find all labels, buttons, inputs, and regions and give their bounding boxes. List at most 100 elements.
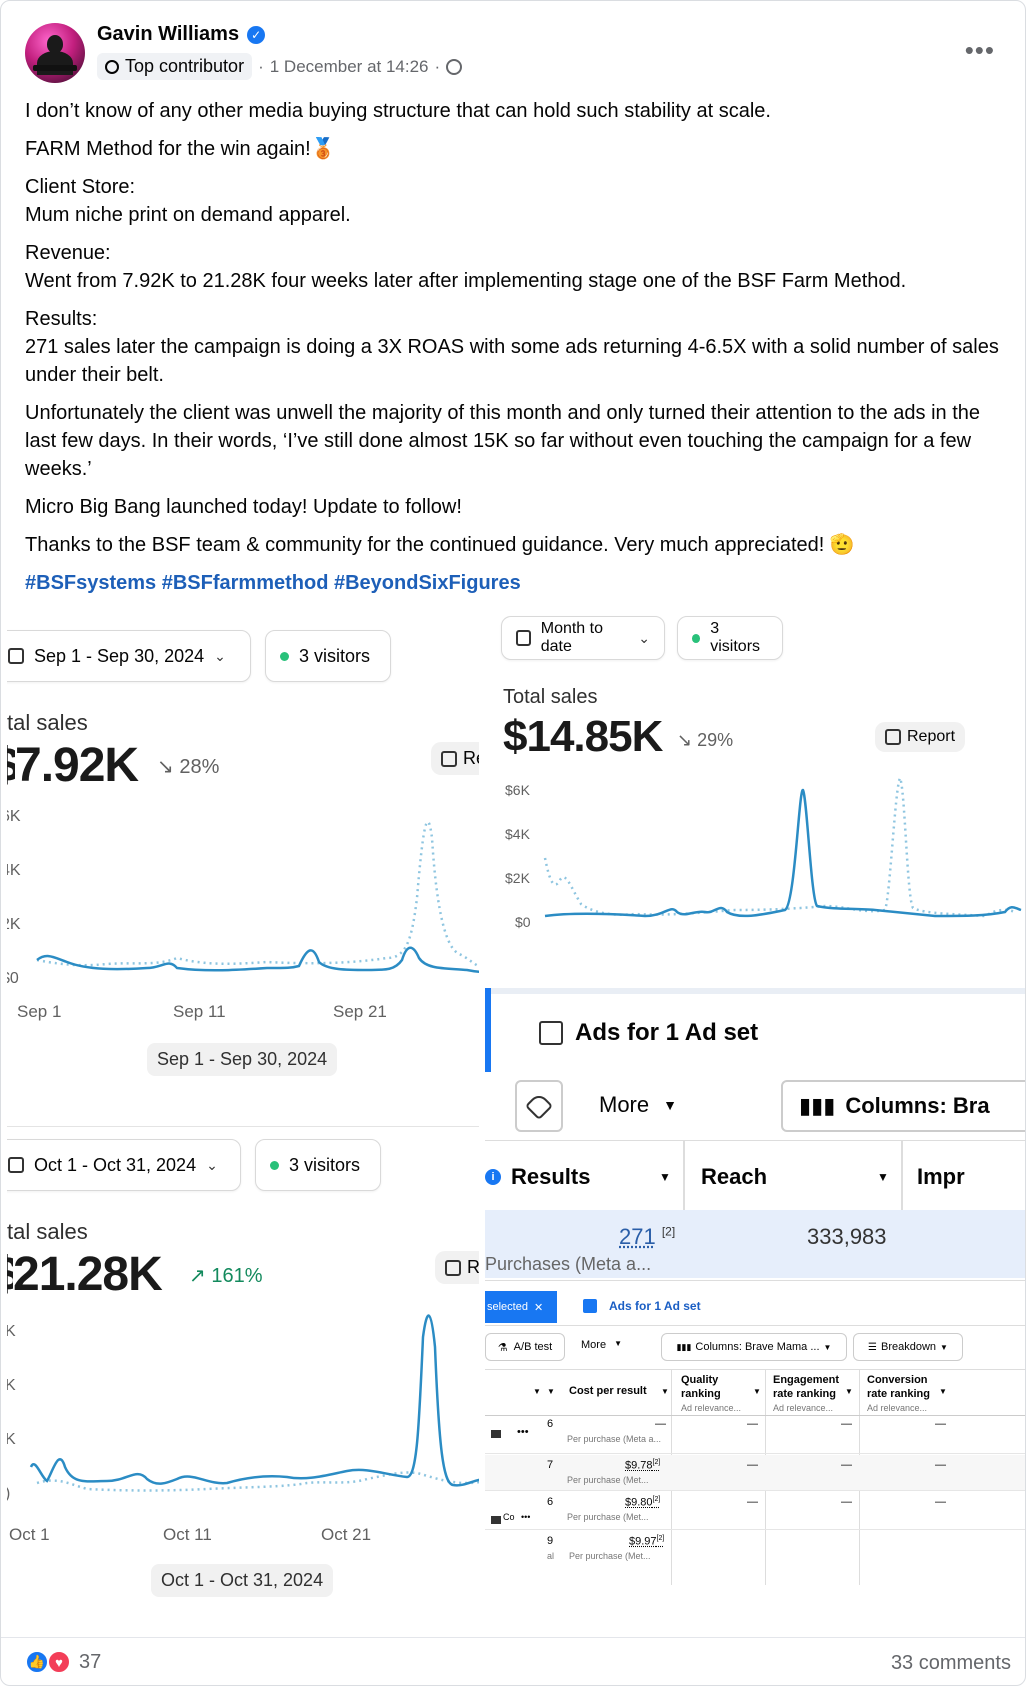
report-button[interactable]: Report <box>875 722 966 752</box>
audience-icon[interactable] <box>446 58 463 75</box>
tab-ads[interactable]: Ads for 1 Ad set <box>521 1000 777 1070</box>
cost-value: $9.80 <box>625 1496 653 1509</box>
ad-name[interactable]: Co <box>503 1512 515 1522</box>
total-sales-label: tal sales <box>7 710 88 735</box>
visitors-label: 3 visitors <box>710 620 761 655</box>
more-label: More <box>599 1092 650 1117</box>
column-header-engagement[interactable]: Engagement rate ranking Ad relevance... <box>773 1373 853 1415</box>
table-row[interactable]: 9 al $9.97[2] Per purchase (Met... <box>485 1531 1025 1571</box>
more-button[interactable]: More ▼ <box>599 1092 677 1118</box>
y-tick: $6K <box>505 782 530 798</box>
close-icon[interactable]: ✕ <box>533 1301 544 1314</box>
post-line: Thanks to the BSF team & community for t… <box>25 534 855 556</box>
column-header-quality[interactable]: Quality ranking Ad relevance... <box>681 1373 751 1415</box>
report-button[interactable]: Repo <box>431 742 479 775</box>
table-row[interactable]: Co ••• 6 $9.80[2] Per purchase (Met... —… <box>485 1492 1025 1530</box>
y-tick: 2K <box>7 916 21 933</box>
columns-icon: ▮▮▮ <box>676 1341 692 1352</box>
columns-button[interactable]: ▮▮▮ Columns: Bra <box>781 1080 1025 1132</box>
y-tick: $0 <box>515 914 531 930</box>
column-header-conversion[interactable]: Conversion rate ranking Ad relevance... <box>867 1373 947 1415</box>
table-row[interactable]: 7 $9.78[2] Per purchase (Met... — — — <box>485 1455 1025 1491</box>
visitors-label: 3 visitors <box>289 1154 361 1175</box>
separator: · <box>258 56 264 76</box>
ab-test-button[interactable]: ⚗ A/B test <box>485 1333 565 1361</box>
image-collage[interactable]: Sep 1 - Sep 30, 2024 ⌄ 3 visitors tal sa… <box>7 598 1025 1638</box>
row-menu-icon[interactable]: ••• <box>517 1426 529 1438</box>
separator: · <box>434 56 441 76</box>
y-tick: $0 <box>7 970 19 987</box>
columns-button[interactable]: ▮▮▮ Columns: Brave Mama ... ▼ <box>661 1333 847 1361</box>
table-row[interactable]: ••• 6 — Per purchase (Meta a... — — — <box>485 1416 1025 1454</box>
date-range-chip: Oct 1 - Oct 31, 2024 <box>151 1564 334 1597</box>
post-line: Results: <box>25 308 98 330</box>
sort-caret-icon[interactable]: ▼ <box>845 1387 853 1396</box>
quality-value: — <box>747 1418 758 1430</box>
footnote: [2] <box>652 1459 661 1466</box>
sort-caret-icon[interactable]: ▼ <box>877 1170 889 1184</box>
more-button[interactable]: More ▼ <box>581 1339 622 1351</box>
engagement-value: — <box>841 1496 852 1508</box>
cost-value: $9.97 <box>629 1535 657 1548</box>
post-paragraph: Revenue: Went from 7.92K to 21.28K four … <box>25 239 1015 295</box>
footnote: [2] <box>656 1535 665 1542</box>
row-results: 9 <box>547 1535 554 1547</box>
selected-label: selected <box>487 1301 528 1313</box>
trend-up-icon: ↗ <box>189 1265 206 1287</box>
post-line: Went from 7.92K to 21.28K four weeks lat… <box>25 270 907 292</box>
sort-caret-icon[interactable]: ▼ <box>661 1387 669 1396</box>
report-icon <box>445 1259 461 1276</box>
total-sales-value: $7.92K <box>7 738 139 793</box>
engagement-value: — <box>841 1418 852 1430</box>
breakdown-button[interactable]: ☰ Breakdown ▼ <box>853 1333 963 1361</box>
row-menu-icon[interactable]: ••• <box>521 1512 531 1522</box>
sort-caret-icon[interactable]: ▼ <box>547 1387 555 1396</box>
breakdown-label: Breakdown <box>881 1341 937 1353</box>
column-header-impressions[interactable]: Impr <box>917 1164 965 1189</box>
quality-value: — <box>747 1496 758 1508</box>
tag-button[interactable] <box>515 1080 563 1132</box>
ad-thumbnail-icon <box>491 1516 501 1524</box>
column-header-results[interactable]: i Results <box>485 1164 590 1190</box>
column-sublabel: Ad relevance... <box>681 1403 742 1413</box>
column-header-reach[interactable]: Reach <box>701 1164 768 1189</box>
author-name[interactable]: Gavin Williams <box>97 23 240 45</box>
reactions-summary[interactable]: 👍 ♥ 37 <box>25 1650 101 1674</box>
ads-table-icon <box>539 1021 563 1045</box>
visitors-pill[interactable]: 3 visitors <box>255 1139 381 1191</box>
y-tick: K <box>7 1323 16 1341</box>
info-icon: i <box>485 1169 501 1185</box>
visitors-pill[interactable]: 3 visitors <box>677 616 783 660</box>
column-header-cost[interactable]: Cost per result <box>569 1385 647 1397</box>
top-contributor-badge[interactable]: Top contributor <box>97 53 253 80</box>
y-tick: K <box>7 1431 16 1449</box>
hashtags[interactable]: #BSFsystems #BSFfarmmethod #BeyondSixFig… <box>25 572 521 594</box>
sales-panel-oct: Oct 1 - Oct 31, 2024 ⌄ 3 visitors tal sa… <box>7 1126 479 1638</box>
footnote: [2] <box>652 1496 661 1503</box>
sort-caret-icon[interactable]: ▼ <box>939 1387 947 1396</box>
date-range-picker[interactable]: Month to date ⌄ <box>501 616 665 660</box>
sort-caret-icon[interactable]: ▼ <box>533 1387 541 1396</box>
post-timestamp[interactable]: 1 December at 14:26 <box>269 56 429 76</box>
footnote: [2] <box>661 1224 676 1239</box>
comments-count[interactable]: 33 comments <box>890 1652 1011 1674</box>
tab-ads[interactable]: Ads for 1 Ad set <box>571 1287 713 1325</box>
trend-down-icon: ↘ <box>677 730 693 750</box>
date-range-picker[interactable]: Oct 1 - Oct 31, 2024 ⌄ <box>7 1139 241 1191</box>
tab-label: Ads for 1 Ad set <box>575 1019 759 1046</box>
more-options-icon[interactable]: ••• <box>964 35 995 65</box>
date-range-picker[interactable]: Sep 1 - Sep 30, 2024 ⌄ <box>7 630 251 682</box>
conversion-value: — <box>935 1459 946 1471</box>
avatar[interactable] <box>25 23 85 83</box>
ads-manager-zoomed: Ads for 1 Ad set More ▼ ▮▮▮ Columns: Bra… <box>485 988 1025 1278</box>
sort-caret-icon[interactable]: ▼ <box>753 1387 761 1396</box>
visitors-pill[interactable]: 3 visitors <box>265 630 391 682</box>
cost-value: $9.78 <box>625 1459 653 1472</box>
like-reaction-icon: 👍 <box>25 1650 49 1674</box>
results-cell[interactable]: 271 [2] <box>619 1224 675 1250</box>
column-sublabel: Ad relevance... <box>773 1403 834 1413</box>
report-button[interactable]: Repo <box>435 1251 479 1284</box>
sort-caret-icon[interactable]: ▼ <box>659 1170 671 1184</box>
selected-chip[interactable]: selected ✕ <box>485 1291 557 1323</box>
